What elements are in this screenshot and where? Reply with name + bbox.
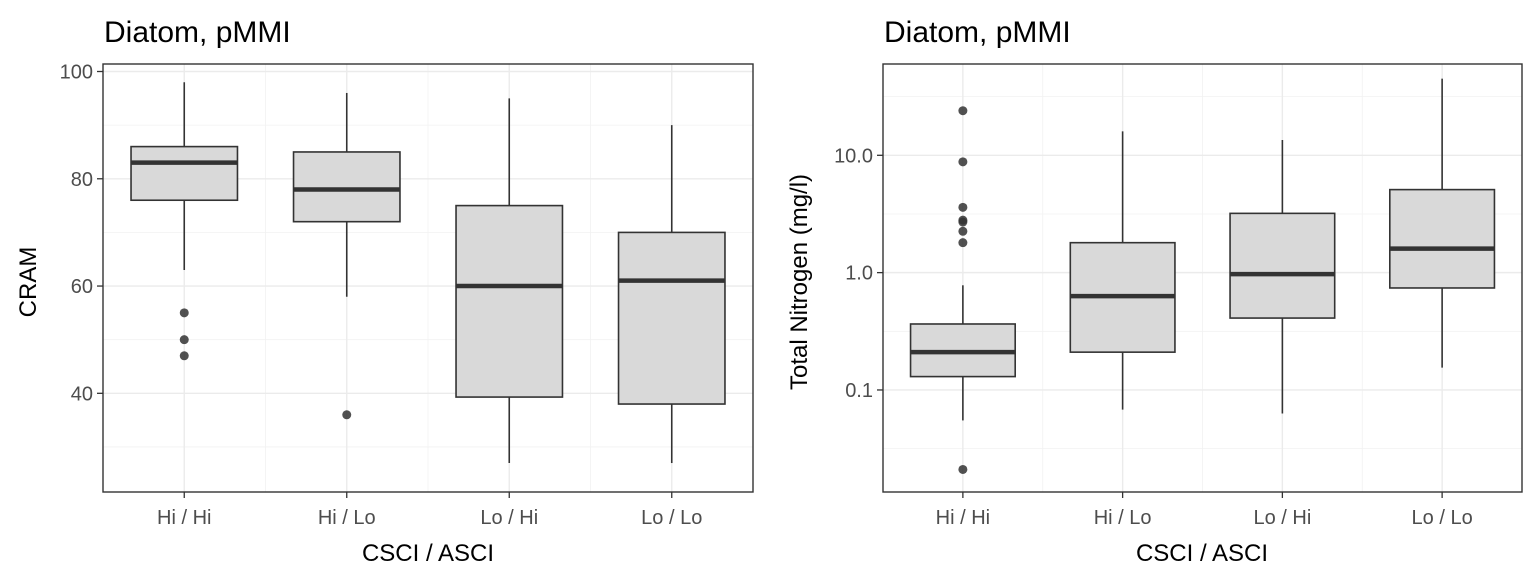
box-hi-lo xyxy=(292,92,401,420)
y-tick-label: 80 xyxy=(71,169,93,191)
outlier-point xyxy=(958,202,968,212)
y-tick-label: 100 xyxy=(60,62,93,84)
y-tick-label: 10.0 xyxy=(834,145,873,167)
box-iqr xyxy=(617,231,726,405)
y-tick-label: 40 xyxy=(71,383,93,405)
x-axis-title: CSCI / ASCI xyxy=(362,540,494,567)
x-tick-label: Hi / Lo xyxy=(318,507,376,529)
y-axis-title: Total Nitrogen (mg/l) xyxy=(786,174,813,390)
x-tick-label: Lo / Lo xyxy=(641,507,702,529)
chart-title: Diatom, pMMI xyxy=(884,16,1071,49)
outlier-point xyxy=(958,106,968,116)
y-tick-label: 0.1 xyxy=(845,380,873,402)
box-lo-lo xyxy=(1389,78,1496,368)
x-tick-label: Lo / Lo xyxy=(1412,507,1473,529)
box-iqr xyxy=(130,145,239,202)
x-tick-label: Hi / Lo xyxy=(1094,507,1152,529)
outlier-point xyxy=(342,410,352,420)
outlier-point xyxy=(958,464,968,474)
x-tick-label: Lo / Hi xyxy=(480,507,538,529)
nitrogen-boxplot-panel: Diatom, pMMI Total Nitrogen (mg/l) CSCI … xyxy=(786,16,1523,567)
box-lo-hi xyxy=(455,98,564,464)
y-tick-label: 1.0 xyxy=(845,263,873,285)
chart-title: Diatom, pMMI xyxy=(104,16,291,49)
x-tick-label: Lo / Hi xyxy=(1253,507,1311,529)
box-lo-lo xyxy=(617,125,726,464)
x-axis-title: CSCI / ASCI xyxy=(1136,540,1268,567)
box-lo-hi xyxy=(1229,140,1336,414)
outlier-point xyxy=(179,308,189,318)
panel-border xyxy=(102,63,754,493)
outlier-point xyxy=(179,335,189,345)
outlier-point xyxy=(958,217,968,227)
y-axis-title: CRAM xyxy=(15,247,42,318)
x-tick-label: Hi / Hi xyxy=(157,507,211,529)
outlier-point xyxy=(958,238,968,248)
y-tick-label: 60 xyxy=(71,276,93,298)
panel-border xyxy=(882,63,1523,493)
outlier-point xyxy=(179,351,189,361)
box-hi-hi xyxy=(909,106,1016,474)
box-iqr xyxy=(455,204,564,398)
box-iqr xyxy=(292,151,401,223)
box-iqr xyxy=(1389,188,1496,289)
outlier-point xyxy=(958,226,968,236)
box-iqr xyxy=(1229,212,1336,319)
box-hi-hi xyxy=(130,82,239,361)
box-hi-lo xyxy=(1069,131,1176,410)
outlier-point xyxy=(958,157,968,167)
cram-boxplot-panel: Diatom, pMMI CRAM CSCI / ASCI 40 60 80 100 H… xyxy=(15,16,754,567)
x-tick-label: Hi / Hi xyxy=(936,507,990,529)
